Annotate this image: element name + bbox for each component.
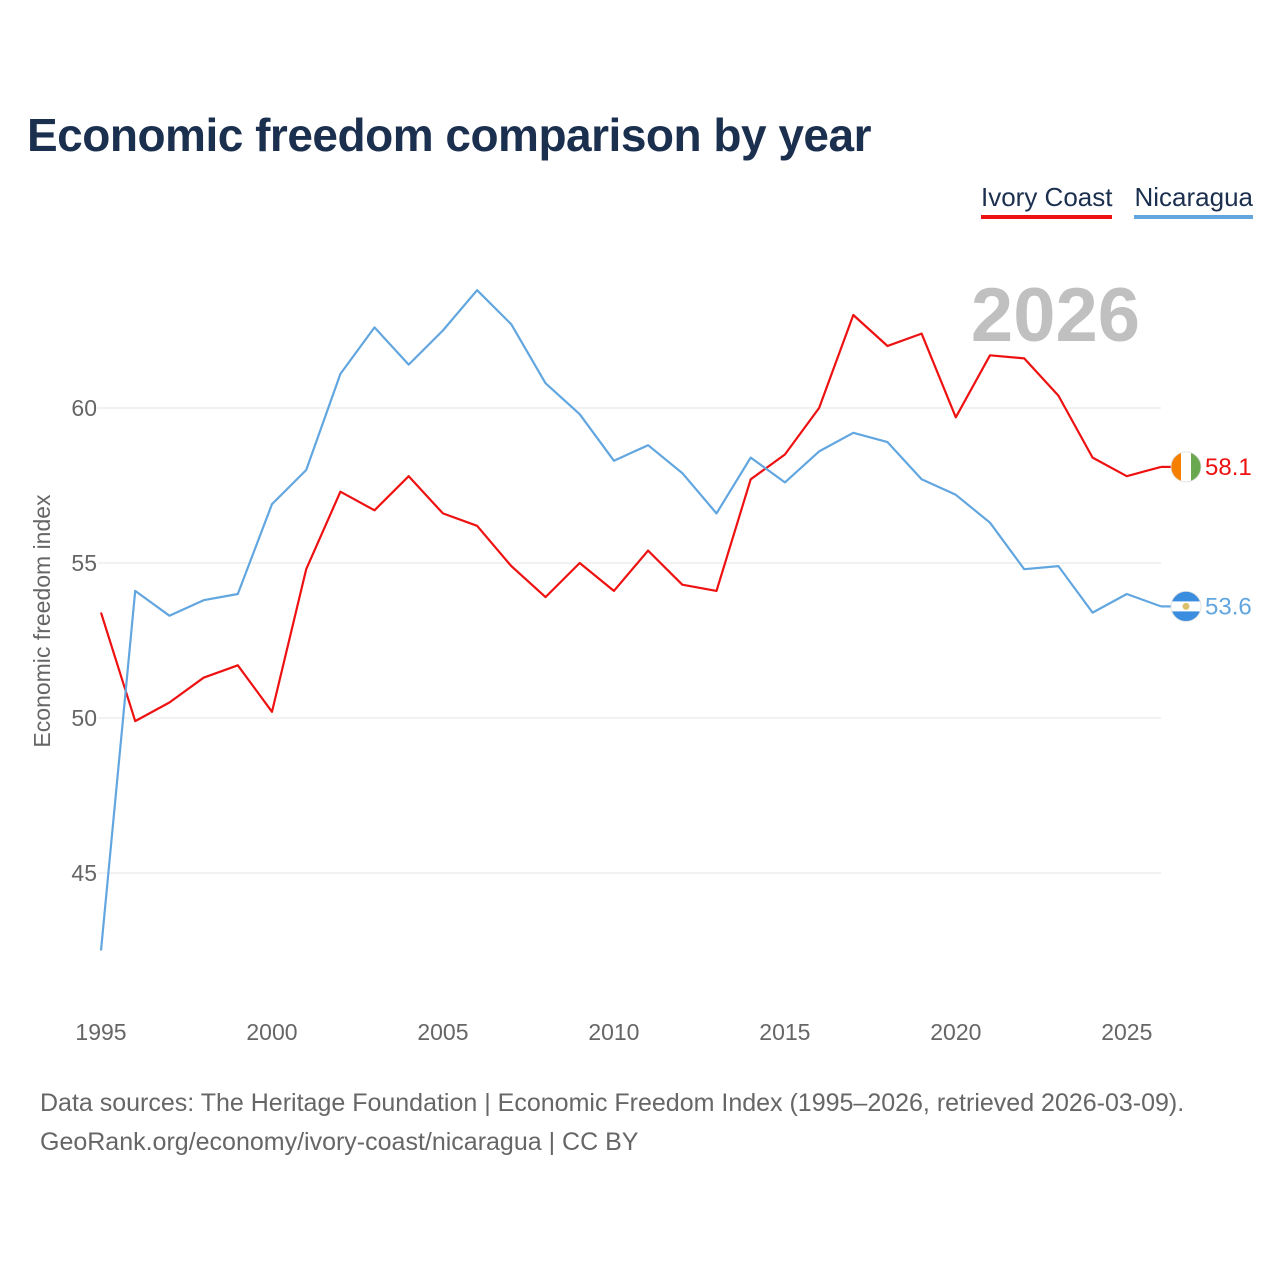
- y-tick-label: 55: [71, 550, 97, 576]
- footer: Data sources: The Heritage Foundation | …: [40, 1084, 1184, 1162]
- end-value-label-nicaragua: 53.6: [1205, 593, 1252, 620]
- x-tick-label: 2025: [1101, 1019, 1152, 1045]
- end-value-label-ivory-coast: 58.1: [1205, 454, 1252, 481]
- y-tick-label: 50: [71, 705, 97, 731]
- series-line-nicaragua[interactable]: [99, 289, 1162, 951]
- footer-credit: GeoRank.org/economy/ivory-coast/nicaragu…: [40, 1128, 639, 1156]
- flag-icon-nicaragua: [1170, 591, 1202, 622]
- footer-sources: Data sources: The Heritage Foundation | …: [40, 1089, 1185, 1117]
- x-tick-label: 2010: [588, 1019, 639, 1045]
- year-watermark: 2026: [971, 273, 1140, 358]
- x-tick-label: 2015: [759, 1019, 810, 1045]
- legend: Ivory Coast Nicaragua: [980, 182, 1253, 219]
- x-tick-label: 2020: [930, 1019, 981, 1045]
- x-tick-label: 2000: [246, 1019, 297, 1045]
- chart-title: Economic freedom comparison by year: [27, 109, 872, 161]
- legend-item-nicaragua[interactable]: Nicaragua: [1134, 182, 1253, 219]
- y-tick-label: 45: [71, 860, 97, 886]
- series-line-ivory-coast[interactable]: [99, 313, 1162, 723]
- x-tick-label: 1995: [75, 1019, 126, 1045]
- y-tick-label: 60: [71, 395, 97, 421]
- series: [99, 289, 1162, 951]
- gridlines: [98, 407, 1161, 874]
- x-tick-label: 2005: [417, 1019, 468, 1045]
- y-axis-label: Economic freedom index: [29, 494, 55, 748]
- flag-icon-ivory-coast: [1170, 451, 1202, 483]
- end-markers: 58.1 53.6: [1161, 451, 1252, 622]
- legend-item-ivory-coast[interactable]: Ivory Coast: [980, 182, 1113, 219]
- axes: 45 50 55 60 1995 2000 2005 2010 2015 2020 2025: [71, 395, 1152, 1045]
